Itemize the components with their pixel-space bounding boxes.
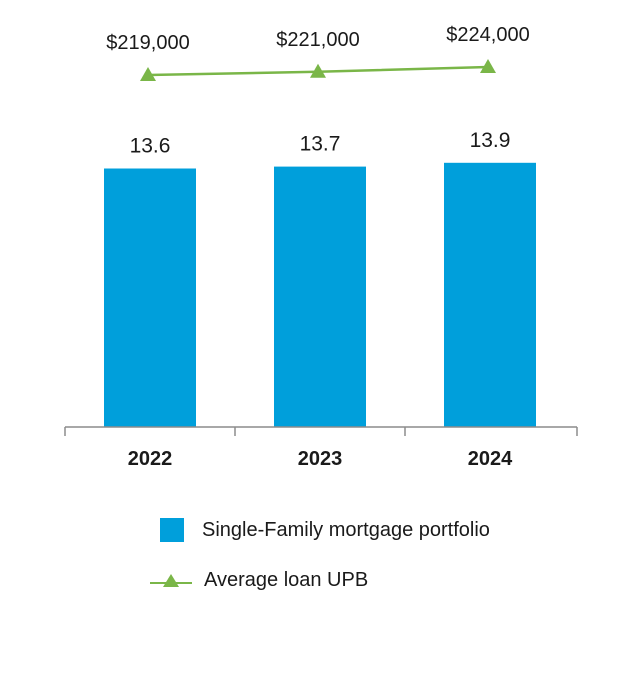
- upb-point-triangle-icon: [140, 67, 156, 81]
- legend-line-triangle-icon: [150, 574, 192, 587]
- legend: Single-Family mortgage portfolio Average…: [150, 512, 490, 612]
- bar-data-label: 13.9: [470, 129, 511, 152]
- bar-2023: [274, 166, 366, 428]
- x-axis-labels: 2022 2023 2024: [128, 448, 513, 470]
- upb-point-triangle-icon: [310, 63, 326, 78]
- bar-data-label: 13.7: [300, 133, 341, 156]
- line-series: [140, 59, 496, 81]
- legend-bar-swatch: [160, 518, 184, 542]
- legend-label-upb: Average loan UPB: [204, 568, 369, 591]
- legend-item-portfolio: Single-Family mortgage portfolio: [150, 512, 490, 548]
- x-tick-label: 2022: [128, 448, 173, 470]
- legend-item-upb: Average loan UPB: [150, 562, 490, 598]
- bar-data-labels: 13.6 13.7 13.9: [130, 129, 511, 158]
- bar-series: [104, 162, 536, 428]
- line-data-labels: $219,000 $221,000 $224,000: [106, 24, 529, 54]
- legend-label-portfolio: Single-Family mortgage portfolio: [202, 518, 490, 541]
- bar-2024: [444, 162, 536, 427]
- upb-point-triangle-icon: [480, 59, 496, 73]
- bar-2022: [104, 168, 196, 427]
- x-axis-ticks: [64, 427, 578, 436]
- line-data-label: $219,000: [106, 32, 189, 54]
- bar-data-label: 13.6: [130, 135, 171, 158]
- line-data-label: $224,000: [446, 24, 529, 46]
- chart: 2022 2023 2024 13.6 13.7 13.9 $219,000 $221,0…: [64, 24, 578, 470]
- x-tick-label: 2024: [468, 448, 513, 470]
- x-tick-label: 2023: [298, 448, 343, 470]
- line-data-label: $221,000: [276, 29, 359, 51]
